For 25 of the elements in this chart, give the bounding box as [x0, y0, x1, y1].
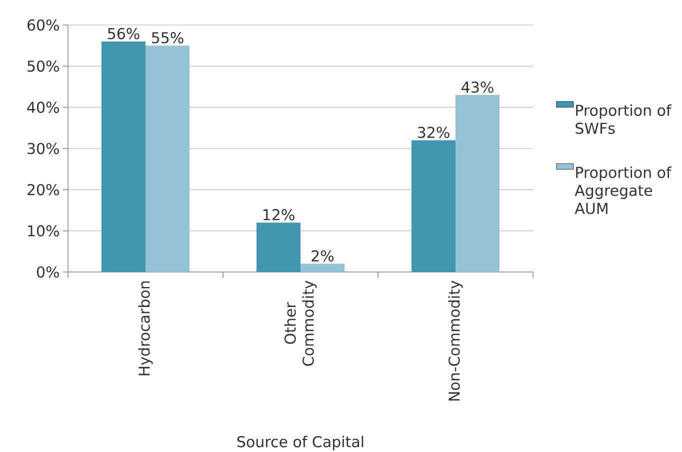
y-tick-label: 20% — [28, 184, 59, 196]
data-label: 32% — [418, 126, 450, 138]
bar — [145, 46, 190, 272]
legend-label: Proportion of Aggregate AUM — [574, 166, 672, 214]
y-tick-label: 10% — [28, 225, 59, 237]
data-label: 56% — [108, 28, 140, 40]
x-tick-label: Non-Commodity — [448, 280, 463, 401]
x-tick-label: Hydrocarbon — [138, 281, 153, 376]
data-label: 43% — [462, 81, 494, 93]
y-tick-label: 40% — [27, 102, 59, 114]
y-tick-label: 50% — [28, 60, 59, 72]
bar — [102, 41, 146, 272]
bar — [300, 264, 344, 272]
x-axis-title: Source of Capital — [237, 436, 364, 450]
y-tick-label: 30% — [28, 142, 59, 154]
bar — [455, 94, 500, 272]
y-tick-label: 0% — [36, 266, 59, 278]
data-label: 12% — [263, 209, 294, 220]
data-label: 55% — [152, 32, 184, 44]
x-tick-label: Other Commodity — [284, 280, 317, 366]
bar — [256, 222, 301, 272]
bar — [412, 140, 456, 272]
y-tick-label: 60% — [28, 19, 59, 31]
data-label: 2% — [312, 250, 334, 262]
legend-label: Proportion of SWFs — [576, 104, 672, 134]
